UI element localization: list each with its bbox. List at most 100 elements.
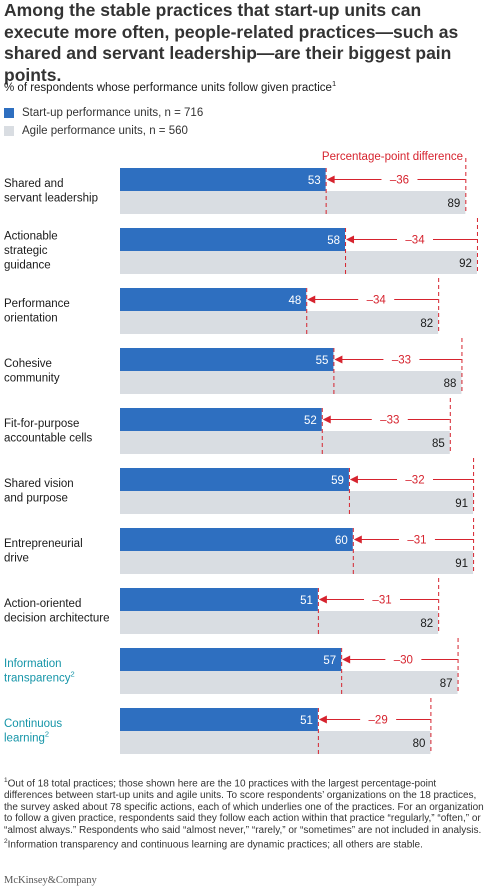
footnote-1: 1Out of 18 total practices; those shown … bbox=[4, 775, 484, 836]
difference-arrowhead bbox=[307, 295, 316, 304]
agile-bar bbox=[120, 491, 474, 514]
startup-value-label: 55 bbox=[316, 355, 329, 367]
category-label: transparency2 bbox=[4, 669, 75, 684]
difference-arrowhead bbox=[334, 355, 343, 364]
startup-bar bbox=[120, 708, 318, 731]
agile-value-label: 89 bbox=[448, 198, 461, 210]
category-label: Entrepreneurial bbox=[4, 538, 83, 550]
agile-bar bbox=[120, 251, 477, 274]
startup-bar bbox=[120, 648, 342, 671]
footnotes: 1Out of 18 total practices; those shown … bbox=[4, 775, 484, 851]
startup-bar bbox=[120, 468, 349, 491]
startup-value-label: 59 bbox=[331, 475, 344, 487]
startup-value-label: 57 bbox=[323, 655, 336, 667]
difference-label: –32 bbox=[405, 475, 424, 487]
agile-value-label: 80 bbox=[413, 738, 426, 750]
agile-value-label: 88 bbox=[444, 378, 457, 390]
chart-subtitle: % of respondents whose performance units… bbox=[4, 79, 336, 94]
startup-bar bbox=[120, 348, 334, 371]
footnote-2-mark: 2 bbox=[4, 838, 8, 846]
legend-label-startup: Start-up performance units, n = 716 bbox=[22, 107, 204, 119]
agile-bar bbox=[120, 731, 431, 754]
startup-value-label: 60 bbox=[335, 535, 348, 547]
category-label: decision architecture bbox=[4, 612, 109, 624]
agile-value-label: 91 bbox=[455, 558, 468, 570]
startup-bar bbox=[120, 168, 326, 191]
difference-label: –31 bbox=[372, 595, 391, 607]
category-label: accountable cells bbox=[4, 432, 92, 444]
difference-arrowhead bbox=[318, 595, 327, 604]
agile-value-label: 82 bbox=[420, 318, 433, 330]
agile-value-label: 85 bbox=[432, 438, 445, 450]
chart-title: Among the stable practices that start-up… bbox=[4, 0, 459, 85]
category-label: learning2 bbox=[4, 729, 49, 744]
startup-bar bbox=[120, 588, 318, 611]
startup-value-label: 52 bbox=[304, 415, 317, 427]
difference-label: –33 bbox=[380, 415, 399, 427]
footnote-2-text: Information transparency and continuous … bbox=[7, 839, 423, 851]
bar-chart: Percentage-point difference Shared and ser… bbox=[4, 151, 478, 756]
difference-header: Percentage-point difference bbox=[322, 151, 463, 163]
difference-arrowhead bbox=[353, 535, 362, 544]
difference-arrowhead bbox=[342, 655, 351, 664]
category-label: servant leadership bbox=[4, 192, 98, 204]
startup-value-label: 48 bbox=[288, 295, 301, 307]
brand-logo: McKinsey&Company bbox=[4, 875, 97, 886]
category-label: and purpose bbox=[4, 492, 68, 504]
difference-label-background bbox=[399, 531, 434, 548]
agile-value-label: 92 bbox=[459, 258, 472, 270]
category-label: orientation bbox=[4, 312, 58, 324]
difference-label-background bbox=[372, 411, 407, 428]
difference-label-background bbox=[359, 291, 394, 308]
difference-label: –34 bbox=[405, 235, 425, 247]
agile-bar bbox=[120, 191, 466, 214]
category-label: guidance bbox=[4, 260, 51, 272]
category-label: Fit-for-purpose bbox=[4, 418, 79, 430]
legend-item-startup: Start-up performance units, n = 716 bbox=[4, 107, 203, 119]
startup-value-label: 51 bbox=[300, 715, 313, 727]
difference-label-background bbox=[384, 351, 419, 368]
difference-arrowhead bbox=[322, 415, 331, 424]
category-label: Performance bbox=[4, 298, 70, 310]
category-label: Cohesive bbox=[4, 358, 52, 370]
category-label: Shared and bbox=[4, 178, 63, 190]
difference-label: –33 bbox=[392, 355, 411, 367]
startup-bar bbox=[120, 408, 322, 431]
startup-value-label: 53 bbox=[308, 175, 321, 187]
footnote-2: 2Information transparency and continuous… bbox=[4, 836, 484, 851]
startup-value-label: 51 bbox=[300, 595, 313, 607]
difference-arrowhead bbox=[346, 235, 355, 244]
category-label: community bbox=[4, 372, 60, 384]
agile-bar bbox=[120, 311, 439, 334]
difference-arrowhead bbox=[318, 715, 327, 724]
difference-label-background bbox=[382, 171, 417, 188]
category-label: drive bbox=[4, 552, 29, 564]
difference-arrowhead bbox=[326, 175, 335, 184]
category-label: Continuous bbox=[4, 718, 62, 730]
startup-bar bbox=[120, 228, 346, 251]
agile-value-label: 91 bbox=[455, 498, 468, 510]
category-label: Action-oriented bbox=[4, 598, 81, 610]
agile-value-label: 87 bbox=[440, 678, 453, 690]
agile-bar bbox=[120, 671, 458, 694]
legend-swatch-agile bbox=[4, 126, 14, 136]
agile-bar bbox=[120, 551, 474, 574]
startup-bar bbox=[120, 288, 307, 311]
category-footnote-mark: 2 bbox=[45, 729, 49, 738]
subtitle-footnote-mark: 1 bbox=[331, 79, 337, 88]
agile-bar bbox=[120, 611, 439, 634]
difference-arrowhead bbox=[349, 475, 358, 484]
agile-bar bbox=[120, 431, 450, 454]
subtitle-text: % of respondents whose performance units… bbox=[4, 81, 332, 94]
difference-label: –34 bbox=[367, 295, 387, 307]
legend-label-agile: Agile performance units, n = 560 bbox=[22, 125, 188, 137]
difference-label: –31 bbox=[407, 535, 426, 547]
difference-label-background bbox=[398, 471, 432, 488]
category-label: Shared vision bbox=[4, 478, 74, 490]
category-label: Actionable bbox=[4, 231, 58, 243]
agile-value-label: 82 bbox=[420, 618, 433, 630]
difference-label-background bbox=[361, 711, 396, 728]
difference-label-background bbox=[386, 651, 421, 668]
difference-label-background bbox=[365, 591, 400, 608]
footnote-1-text: Out of 18 total practices; those shown h… bbox=[4, 778, 484, 836]
